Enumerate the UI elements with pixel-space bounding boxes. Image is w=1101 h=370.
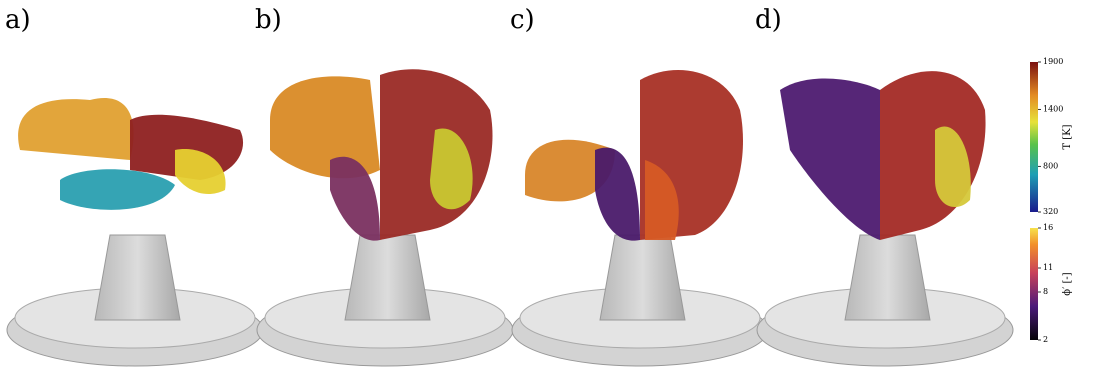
colorbar-tick-label: 8	[1043, 287, 1048, 296]
flame-surface	[645, 160, 679, 240]
burner-cone	[94, 234, 181, 321]
flame-surface	[880, 71, 986, 240]
flame-surface	[270, 76, 380, 179]
colorbar-tick-label: 11	[1043, 263, 1053, 272]
colorbar-tick-label: 1400	[1043, 104, 1063, 113]
colorbar-label: T [K]	[1062, 124, 1073, 149]
panel-label: b)	[255, 5, 282, 35]
panels: a) b) c) d)	[5, 5, 1014, 367]
flame-surface	[780, 78, 880, 240]
colorbar-label: ϕ′ [-]	[1062, 272, 1073, 296]
flame-surface	[430, 128, 473, 210]
panel: b)	[255, 5, 514, 367]
panel-label: c)	[510, 5, 535, 35]
colorbar-tick-label: 16	[1043, 223, 1053, 232]
colorbar	[1030, 228, 1038, 340]
colorbar-tick-label: 1900	[1043, 57, 1063, 66]
flame-surface	[330, 156, 380, 241]
flame-surface	[175, 149, 226, 195]
panel: d)	[755, 5, 1014, 367]
flame-surface	[595, 147, 640, 241]
flame-surface	[60, 169, 175, 210]
flame-surface	[18, 98, 134, 160]
burner-cone	[599, 234, 686, 321]
panel-label: d)	[755, 5, 782, 35]
burner-cone	[344, 234, 431, 321]
panel-label: a)	[5, 5, 31, 35]
colorbars: 320 800 1400 1900 T [K] 2 8 11 16 ϕ′ [-]	[1030, 57, 1073, 344]
colorbar-tick-label: 320	[1043, 207, 1058, 216]
colorbar	[1030, 62, 1038, 212]
panel: c)	[510, 5, 769, 367]
colorbar-tick-label: 2	[1043, 335, 1048, 344]
flame-surface	[935, 126, 971, 208]
flame-surface	[525, 139, 615, 202]
burner-cone	[844, 234, 931, 321]
panel: a)	[5, 5, 264, 367]
colorbar-tick-label: 800	[1043, 161, 1058, 170]
